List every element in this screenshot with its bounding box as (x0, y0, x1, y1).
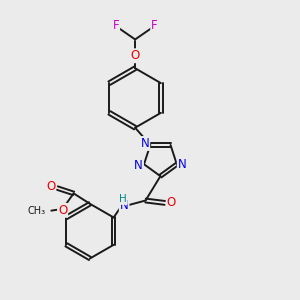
Text: F: F (112, 19, 119, 32)
Text: N: N (140, 137, 149, 150)
Text: O: O (167, 196, 176, 209)
Text: O: O (58, 204, 67, 217)
Text: H: H (119, 194, 127, 204)
Text: O: O (46, 180, 56, 193)
Text: N: N (178, 158, 187, 171)
Text: N: N (134, 159, 143, 172)
Text: N: N (120, 200, 128, 212)
Text: O: O (130, 49, 140, 62)
Text: F: F (151, 19, 158, 32)
Text: CH₃: CH₃ (27, 206, 45, 216)
